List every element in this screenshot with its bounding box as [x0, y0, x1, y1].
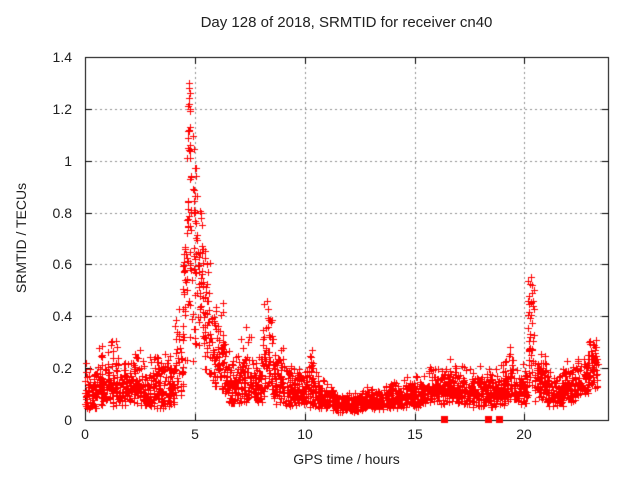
- chart-title: Day 128 of 2018, SRMTID for receiver cn4…: [200, 14, 493, 31]
- y-axis-label: SRMTID / TECUs: [13, 182, 29, 294]
- y-tick-label: 1.2: [52, 101, 72, 117]
- x-tick-label: 20: [516, 426, 532, 442]
- y-tick-label: 0: [64, 412, 72, 428]
- x-tick-label: 5: [191, 426, 199, 442]
- y-tick-label: 1.4: [52, 49, 72, 65]
- y-tick-label: 0.8: [52, 205, 72, 221]
- y-tick-label: 0.2: [52, 360, 72, 376]
- y-tick-label: 1: [64, 153, 72, 169]
- y-tick-label: 0.6: [52, 256, 72, 272]
- x-tick-label: 15: [407, 426, 423, 442]
- x-tick-label: 10: [297, 426, 313, 442]
- y-tick-label: 0.4: [52, 308, 72, 324]
- x-axis-label: GPS time / hours: [293, 451, 400, 467]
- x-tick-label: 0: [81, 426, 89, 442]
